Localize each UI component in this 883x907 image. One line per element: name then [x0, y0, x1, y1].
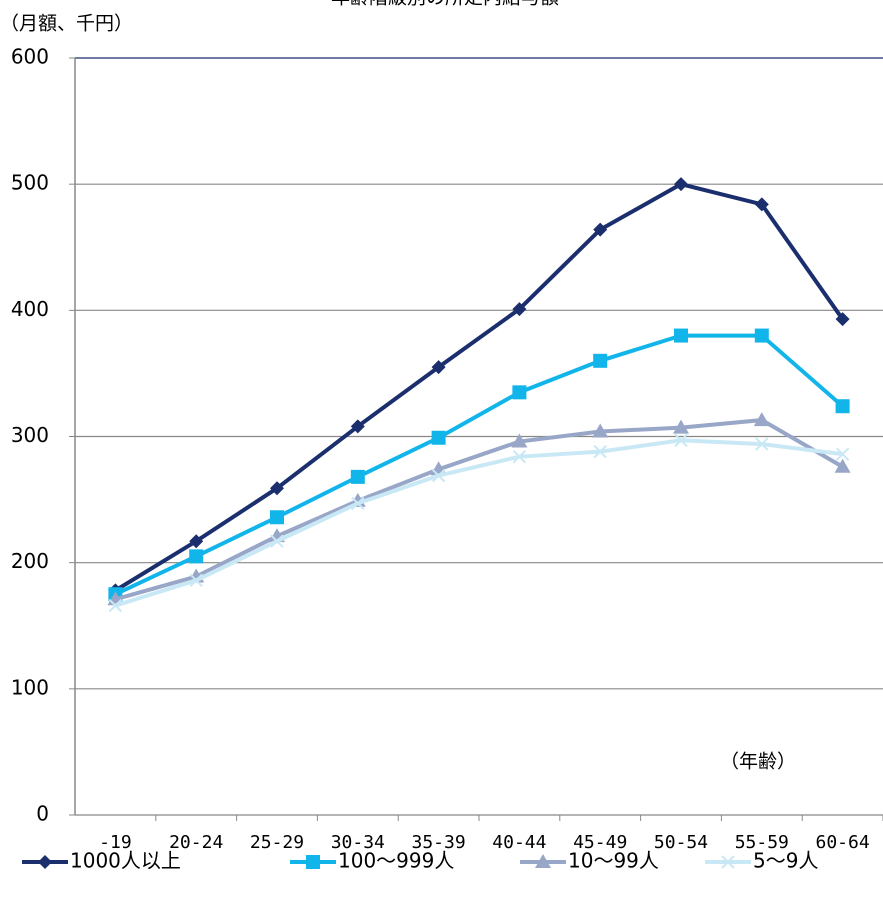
point [593, 222, 608, 237]
series-line [114, 182, 845, 593]
legend-label: 1000人以上 [70, 849, 181, 873]
point [351, 496, 365, 511]
x-tick-label: 25-29 [250, 832, 304, 853]
legend-label: 10〜99人 [568, 849, 659, 873]
point [512, 385, 527, 400]
point [512, 302, 527, 317]
x-tick-label: -19 [99, 832, 132, 853]
point [834, 458, 851, 473]
point [753, 412, 770, 427]
legend-marker [721, 855, 735, 869]
series-line [114, 333, 844, 597]
point [270, 534, 284, 548]
point [835, 447, 850, 461]
point [431, 468, 446, 483]
y-tick-label: 300 [11, 423, 49, 447]
x-tick-label: 40-44 [492, 832, 546, 853]
x-tick-label: 35-39 [412, 832, 466, 853]
y-tick-label: 100 [11, 675, 49, 699]
point [673, 419, 689, 434]
x-tick-label: 30-34 [331, 832, 385, 853]
y-tick-label: 0 [36, 802, 49, 826]
x-tick-label: 55-59 [735, 832, 789, 853]
legend-label: 5〜9人 [753, 849, 818, 873]
point [592, 423, 609, 438]
x-tick-label: 45-49 [573, 832, 627, 853]
point [270, 481, 284, 496]
point [189, 549, 204, 564]
series-line [114, 418, 844, 602]
point [835, 399, 850, 414]
point [754, 197, 769, 212]
x-tick-label: 50-54 [654, 832, 708, 853]
point [674, 177, 688, 192]
point [674, 328, 688, 343]
point [674, 433, 688, 447]
point [755, 437, 769, 451]
point [189, 573, 203, 588]
y-tick-label: 200 [11, 549, 49, 573]
x-axis-label: （年齢） [720, 751, 796, 773]
point [511, 433, 528, 448]
point [350, 469, 365, 484]
point [108, 598, 123, 613]
point [593, 353, 608, 368]
legend-marker [306, 855, 320, 869]
legend-marker [535, 854, 551, 868]
legend-marker [38, 855, 52, 869]
y-axis-label: （月額、千円） [0, 13, 133, 35]
y-tick-label: 600 [11, 45, 49, 69]
y-tick-label: 500 [11, 171, 49, 195]
point [350, 419, 365, 434]
point [431, 360, 446, 375]
legend-label: 100〜999人 [338, 849, 454, 873]
chart-title: 年齢階級別の所定内給与額 [331, 0, 559, 9]
point [835, 312, 850, 327]
x-tick-label: 20-24 [169, 832, 223, 853]
point [270, 510, 284, 525]
point [754, 328, 769, 343]
point [512, 449, 527, 464]
point [431, 430, 446, 445]
series-line [114, 438, 843, 608]
point [189, 534, 204, 549]
point [593, 444, 607, 459]
x-tick-label: 60-64 [816, 832, 870, 853]
y-tick-label: 400 [11, 297, 49, 321]
